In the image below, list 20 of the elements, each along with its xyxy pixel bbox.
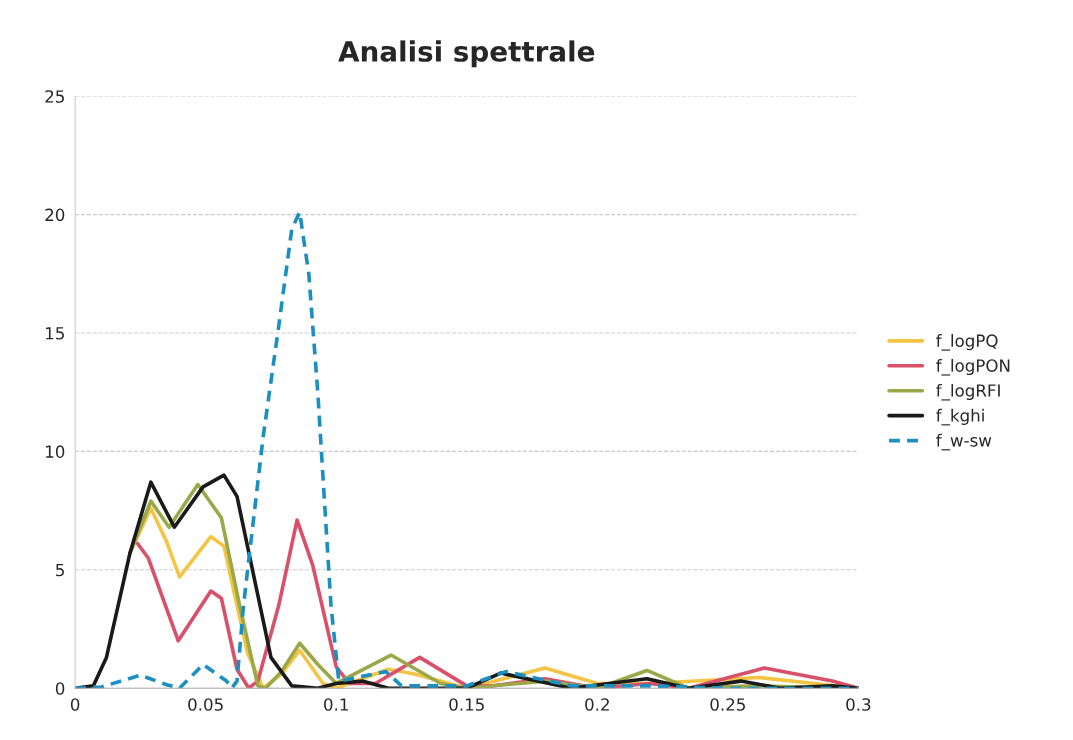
y-tick-label: 15 [46,327,64,340]
legend-label: f_kghi [936,408,984,426]
y-tick-label: 0 [55,682,65,695]
x-tick-label: 0.2 [585,698,609,711]
legend-label: f_logPQ [936,334,998,351]
legend-label: f_w-sw [936,433,992,451]
y-tick-label: 25 [45,90,64,103]
line-series [75,210,859,689]
legend-label: f_logPON [936,358,1010,376]
x-tick-label: 0 [70,698,80,711]
y-tick-label: 10 [46,445,65,458]
x-tick-label: 0.05 [188,698,223,711]
legend-label: f_logRFI [936,383,1000,401]
x-tick-label: 0.25 [710,698,745,711]
x-tick-label: 0.15 [449,698,484,711]
chart-title: Analisi spettrale [338,40,595,68]
x-tick-label: 0.3 [846,698,871,711]
y-tick-label: 5 [56,563,64,577]
y-tick-label: 20 [45,208,65,222]
x-tick-label: 0.1 [324,698,348,711]
